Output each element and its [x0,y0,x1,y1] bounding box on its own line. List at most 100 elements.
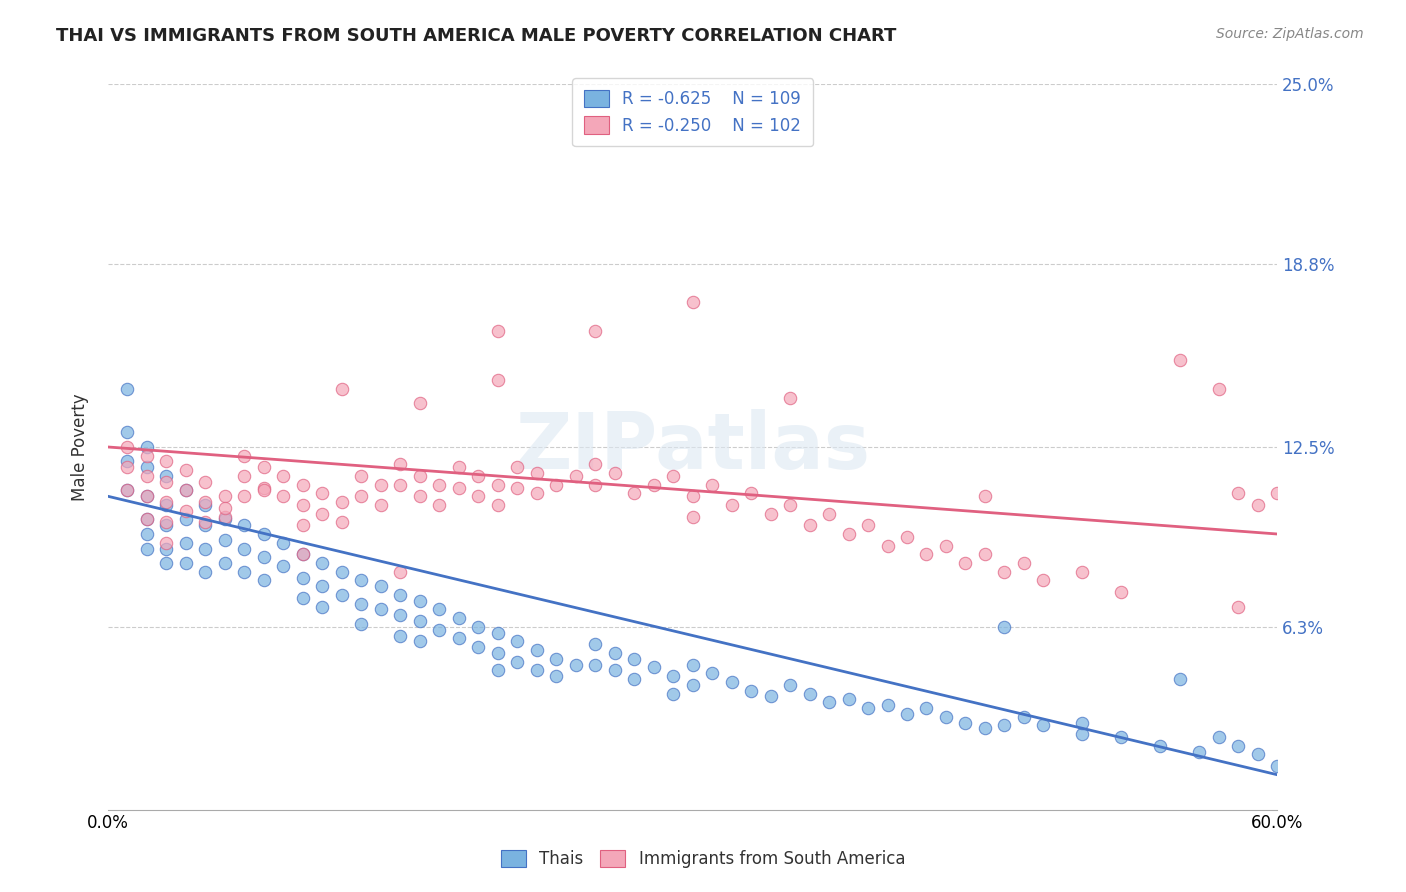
Point [818,507,841,521]
Point [370,579,392,593]
Point [136,489,159,503]
Point [350,489,373,503]
Point [409,469,432,483]
Point [799,686,821,700]
Point [682,509,704,524]
Point [174,512,197,526]
Point [253,460,276,475]
Point [506,460,529,475]
Point [896,530,918,544]
Point [526,466,548,480]
Point [389,565,412,579]
Point [643,477,665,491]
Point [603,646,626,660]
Point [427,602,450,616]
Point [662,469,685,483]
Point [155,469,177,483]
Point [273,469,295,483]
Point [117,460,139,475]
Point [273,489,295,503]
Point [603,466,626,480]
Point [935,710,957,724]
Point [955,556,977,570]
Point [1012,556,1035,570]
Point [623,486,645,500]
Point [856,518,879,533]
Point [427,498,450,512]
Point [253,483,276,498]
Point [1071,565,1094,579]
Point [136,440,159,454]
Point [740,486,762,500]
Point [955,715,977,730]
Point [1168,672,1191,686]
Point [155,556,177,570]
Point [253,574,276,588]
Point [583,458,606,472]
Point [330,588,353,602]
Point [174,504,197,518]
Point [117,483,139,498]
Point [273,558,295,573]
Point [546,651,568,665]
Point [389,458,412,472]
Point [350,616,373,631]
Point [643,660,665,674]
Point [682,678,704,692]
Point [564,469,586,483]
Point [1111,730,1133,744]
Point [935,539,957,553]
Point [214,556,236,570]
Point [117,425,139,440]
Point [155,535,177,549]
Point [330,516,353,530]
Point [117,440,139,454]
Point [291,591,314,605]
Point [233,518,256,533]
Point [174,483,197,498]
Point [486,373,509,387]
Point [993,565,1015,579]
Point [1071,727,1094,741]
Point [1227,486,1250,500]
Point [1265,486,1288,500]
Point [546,669,568,683]
Point [409,614,432,628]
Point [682,295,704,310]
Point [583,324,606,338]
Point [117,454,139,468]
Point [506,481,529,495]
Point [233,565,256,579]
Point [1032,718,1054,732]
Point [779,391,801,405]
Point [370,477,392,491]
Point [486,663,509,677]
Point [1227,739,1250,753]
Point [136,449,159,463]
Point [486,477,509,491]
Point [974,722,997,736]
Point [1071,715,1094,730]
Point [214,489,236,503]
Point [291,518,314,533]
Point [1208,382,1230,396]
Point [214,533,236,547]
Point [330,565,353,579]
Point [1247,498,1270,512]
Point [311,556,333,570]
Text: Source: ZipAtlas.com: Source: ZipAtlas.com [1216,27,1364,41]
Point [136,489,159,503]
Point [799,518,821,533]
Point [117,382,139,396]
Point [350,469,373,483]
Point [155,516,177,530]
Point [526,643,548,657]
Point [155,495,177,509]
Point [993,718,1015,732]
Point [759,507,782,521]
Point [273,535,295,549]
Text: THAI VS IMMIGRANTS FROM SOUTH AMERICA MALE POVERTY CORRELATION CHART: THAI VS IMMIGRANTS FROM SOUTH AMERICA MA… [56,27,897,45]
Point [896,706,918,721]
Point [447,632,470,646]
Point [136,460,159,475]
